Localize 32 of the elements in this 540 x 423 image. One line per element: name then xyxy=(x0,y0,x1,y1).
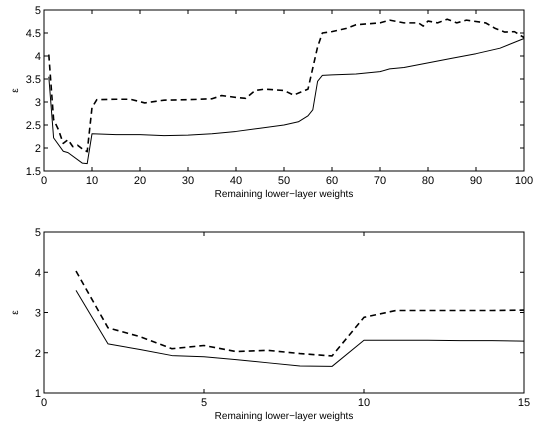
x-tick-label: 0 xyxy=(40,397,48,409)
y-axis-title: ε xyxy=(10,88,21,93)
x-tick-label: 80 xyxy=(422,175,434,187)
y-tick-label: 3 xyxy=(34,308,41,320)
x-tick-label: 0 xyxy=(40,175,48,187)
y-tick-label: 5 xyxy=(34,5,41,17)
x-tick-label: 90 xyxy=(470,175,482,187)
x-tick-label: 70 xyxy=(374,175,386,187)
y-tick-label: 2 xyxy=(34,348,41,360)
x-axis-title: Remaining lower−layer weights xyxy=(214,411,354,422)
y-tick-label: 5 xyxy=(34,227,41,239)
x-tick-label: 40 xyxy=(230,175,242,187)
x-tick-label: 10 xyxy=(86,175,98,187)
y-axis-title: ε xyxy=(10,310,21,315)
y-tick-label: 4.5 xyxy=(26,28,41,40)
x-tick-label: 15 xyxy=(518,397,530,409)
y-tick-label: 4 xyxy=(34,51,41,63)
y-tick-label: 2 xyxy=(34,143,41,155)
y-tick-label: 3.5 xyxy=(26,74,41,86)
x-tick-label: 100 xyxy=(514,175,534,187)
x-tick-label: 60 xyxy=(326,175,338,187)
x-tick-label: 30 xyxy=(182,175,194,187)
x-tick-label: 5 xyxy=(200,397,208,409)
y-tick-label: 3 xyxy=(34,97,41,109)
y-tick-label: 4 xyxy=(34,267,41,280)
y-tick-label: 1.5 xyxy=(26,166,41,178)
x-tick-label: 20 xyxy=(134,175,146,187)
y-tick-label: 1 xyxy=(34,388,41,400)
y-tick-label: 2.5 xyxy=(26,120,41,132)
x-tick-label: 10 xyxy=(358,397,370,409)
x-axis-title: Remaining lower−layer weights xyxy=(214,189,354,200)
x-tick-label: 50 xyxy=(278,175,290,187)
